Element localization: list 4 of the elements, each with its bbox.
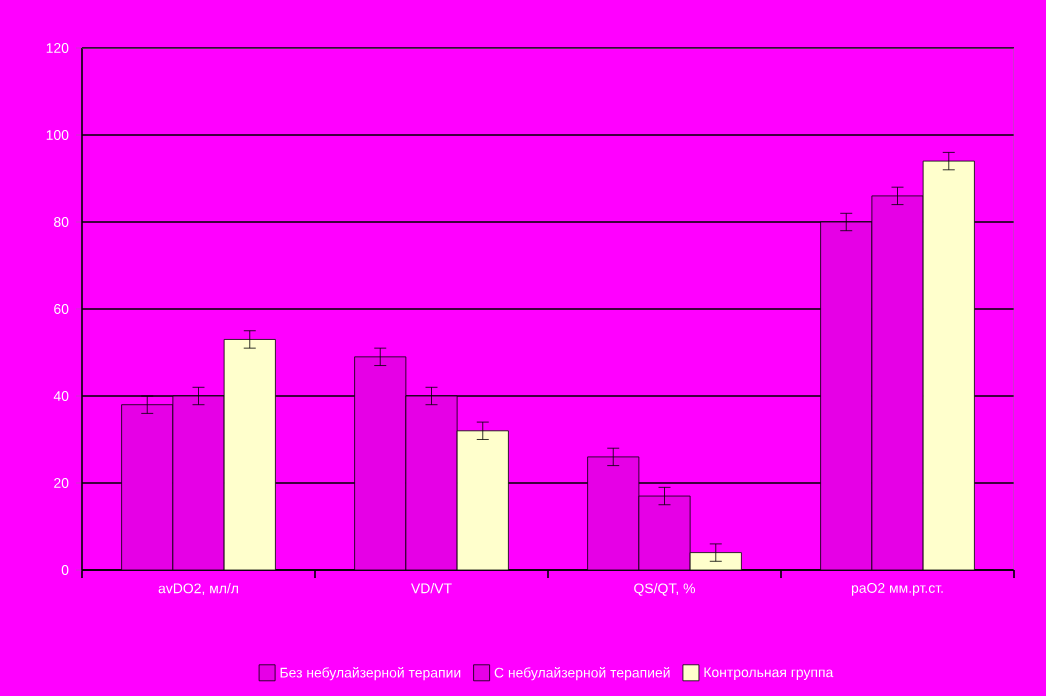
- bar: [223, 339, 276, 570]
- bar: [456, 430, 509, 570]
- bar: [922, 160, 975, 570]
- bar: [690, 552, 742, 570]
